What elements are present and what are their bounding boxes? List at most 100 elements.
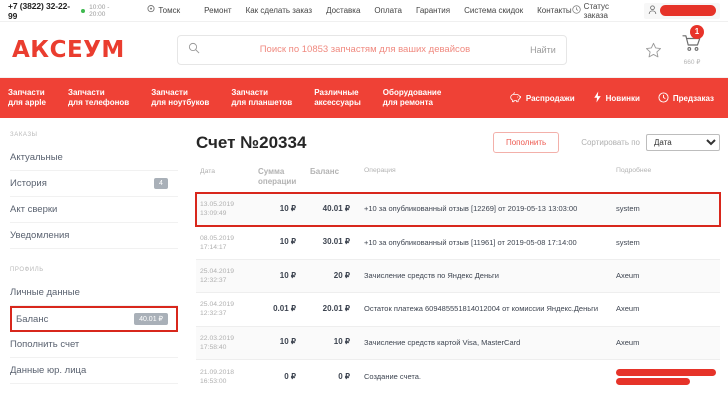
sidebar-section-orders-label: ЗАКАЗЫ [10, 132, 38, 138]
page-body: ЗАКАЗЫ Актуальные История 4 Акт сверки У… [0, 118, 728, 408]
sidebar-item-label: Уведомления [10, 230, 70, 241]
order-status-link[interactable]: Статус заказа [572, 2, 632, 20]
city-selector[interactable]: Томск [147, 5, 180, 16]
cell-balance: 0 ₽ [306, 358, 360, 394]
nav-line2: для телефонов [67, 98, 130, 107]
online-status-dot [81, 8, 86, 13]
cell-amount: 0 ₽ [254, 358, 306, 394]
top-link-how-to-order[interactable]: Как сделать заказ [245, 6, 313, 15]
nav-repair-equipment[interactable]: Оборудование для ремонта [383, 88, 442, 108]
nav-line1: Оборудование [382, 87, 442, 97]
site-header: АКСЕУМ Найти 1 660 ₽ [0, 22, 728, 78]
nav-phone-parts[interactable]: Запчасти для телефонов [68, 88, 129, 108]
location-pin-icon [147, 5, 155, 16]
cell-date-time: 12:32:37 [200, 310, 227, 318]
cart-icon [682, 34, 702, 56]
clock-icon [572, 5, 581, 16]
table-body: 13.05.2019 13:09:49 10 ₽ 40.01 ₽ +10 за … [195, 191, 721, 394]
nav-line2: для ноутбуков [151, 98, 210, 107]
table-row[interactable]: 21.09.2018 16:53:00 0 ₽ 0 ₽ Создание сче… [196, 358, 720, 394]
nav-apple-parts[interactable]: Запчасти для apple [8, 88, 46, 108]
sort-label: Сортировать по [581, 138, 640, 147]
sidebar-item-legal-data[interactable]: Данные юр. лица [10, 358, 178, 384]
table-row[interactable]: 25.04.2019 12:32:37 10 ₽ 20 ₽ Зачисление… [196, 258, 720, 293]
cell-amount: 10 ₽ [254, 225, 306, 260]
user-icon [648, 4, 657, 17]
nav-sales-label: Распродажи [525, 93, 575, 103]
table-row[interactable]: 25.04.2019 12:32:37 0.01 ₽ 20.01 ₽ Остат… [196, 292, 720, 327]
cell-operation: +10 за опубликованный отзыв [11961] от 2… [360, 225, 612, 260]
sidebar-item-notifications[interactable]: Уведомления [10, 223, 178, 249]
phone-number[interactable]: +7 (3822) 32-22-99 [8, 0, 70, 21]
nav-line2: для ремонта [382, 98, 433, 107]
search-bar[interactable]: Найти [176, 34, 567, 65]
nav-accessories[interactable]: Различные аксессуары [314, 88, 361, 108]
sidebar-item-label: Актуальные [10, 152, 63, 163]
nav-laptop-parts[interactable]: Запчасти для ноутбуков [151, 88, 209, 108]
sidebar-item-actual[interactable]: Актуальные [10, 145, 178, 171]
nav-tablet-parts[interactable]: Запчасти для планшетов [231, 88, 292, 108]
search-submit-button[interactable]: Найти [530, 44, 556, 55]
nav-line2: для apple [8, 98, 46, 107]
top-link-discounts[interactable]: Система скидок [464, 6, 524, 15]
sidebar-balance-badge: 40.01 ₽ [134, 313, 168, 325]
nav-preorder-link[interactable]: Предзаказ [658, 91, 714, 105]
site-logo[interactable]: АКСЕУМ [12, 36, 125, 63]
cell-date-day: 22.03.2019 [200, 334, 235, 342]
top-link-warranty[interactable]: Гарантия [415, 6, 451, 15]
nav-new-arrivals-link[interactable]: Новинки [593, 91, 640, 105]
sidebar-item-history[interactable]: История 4 [10, 171, 178, 197]
cart-button[interactable]: 1 660 ₽ [682, 24, 704, 66]
order-status-label: Статус заказа [583, 1, 609, 20]
cell-date-time: 13:09:49 [200, 210, 227, 218]
sidebar-item-label: История [10, 178, 47, 189]
sidebar-item-topup[interactable]: Пополнить счет [10, 332, 178, 358]
table-row[interactable]: 13.05.2019 13:09:49 10 ₽ 40.01 ₽ +10 за … [195, 191, 721, 228]
sidebar-item-balance[interactable]: Баланс 40.01 ₽ [10, 306, 178, 332]
sidebar-item-reconciliation[interactable]: Акт сверки [10, 197, 178, 223]
cell-date: 13.05.2019 13:09:49 [196, 192, 254, 227]
nav-promo-links: Распродажи Новинки Предзаказ [510, 91, 720, 105]
cell-operation: Зачисление средств по Яндекс Деньги [360, 258, 612, 293]
sidebar-item-personal-data[interactable]: Личные данные [10, 280, 178, 306]
cell-date-day: 25.04.2019 [200, 267, 235, 275]
working-hours: 10:00 - 20:00 [89, 3, 110, 18]
cell-operation: Создание счета. [360, 358, 612, 394]
header-actions: 1 660 ₽ [645, 24, 716, 66]
table-row[interactable]: 08.05.2019 17:14:17 10 ₽ 30.01 ₽ +10 за … [196, 225, 720, 260]
cell-details: Axeum [612, 292, 720, 327]
clock-icon [658, 91, 669, 105]
cell-details: system [612, 192, 720, 227]
top-link-payment[interactable]: Оплата [374, 6, 402, 15]
favorites-star-icon[interactable] [645, 42, 662, 64]
cell-date-time: 16:53:00 [200, 377, 227, 385]
nav-line2: для планшетов [231, 98, 293, 107]
main-content: Счет №20334 Пополнить Сортировать по Дат… [188, 118, 728, 408]
nav-line1: Различные [314, 87, 359, 97]
top-link-delivery[interactable]: Доставка [326, 6, 361, 15]
cell-date-day: 08.05.2019 [200, 234, 235, 242]
sort-select[interactable]: Дата [646, 134, 720, 151]
cart-count-badge: 1 [690, 24, 704, 39]
top-link-remont[interactable]: Ремонт [204, 6, 232, 15]
top-link-contacts[interactable]: Контакты [537, 6, 572, 15]
table-head: Дата Сумма операции Баланс Операция Подр… [196, 167, 720, 193]
top-utility-bar: +7 (3822) 32-22-99 10:00 - 20:00 Томск Р… [0, 0, 728, 22]
topup-button[interactable]: Пополнить [492, 132, 560, 153]
user-account-area[interactable] [644, 2, 720, 19]
table-row[interactable]: 22.03.2019 17:58:40 10 ₽ 10 ₽ Зачисление… [196, 325, 720, 360]
nav-line1: Запчасти [231, 87, 269, 97]
nav-sales-link[interactable]: Распродажи [510, 91, 575, 105]
sidebar-section-profile-label: ПРОФИЛЬ [10, 267, 44, 273]
search-input[interactable] [199, 35, 531, 64]
cell-date-day: 13.05.2019 [200, 201, 235, 209]
cell-date-time: 17:58:40 [200, 343, 227, 351]
lightning-icon [593, 91, 602, 105]
redaction-bar [616, 368, 716, 376]
col-date: Дата [200, 168, 216, 175]
main-category-nav: Запчасти для apple Запчасти для телефоно… [0, 78, 728, 118]
cell-date-time: 17:14:17 [200, 243, 227, 251]
main-header-row: Счет №20334 Пополнить Сортировать по Дат… [196, 132, 720, 153]
table-header-row: Дата Сумма операции Баланс Операция Подр… [196, 167, 720, 193]
